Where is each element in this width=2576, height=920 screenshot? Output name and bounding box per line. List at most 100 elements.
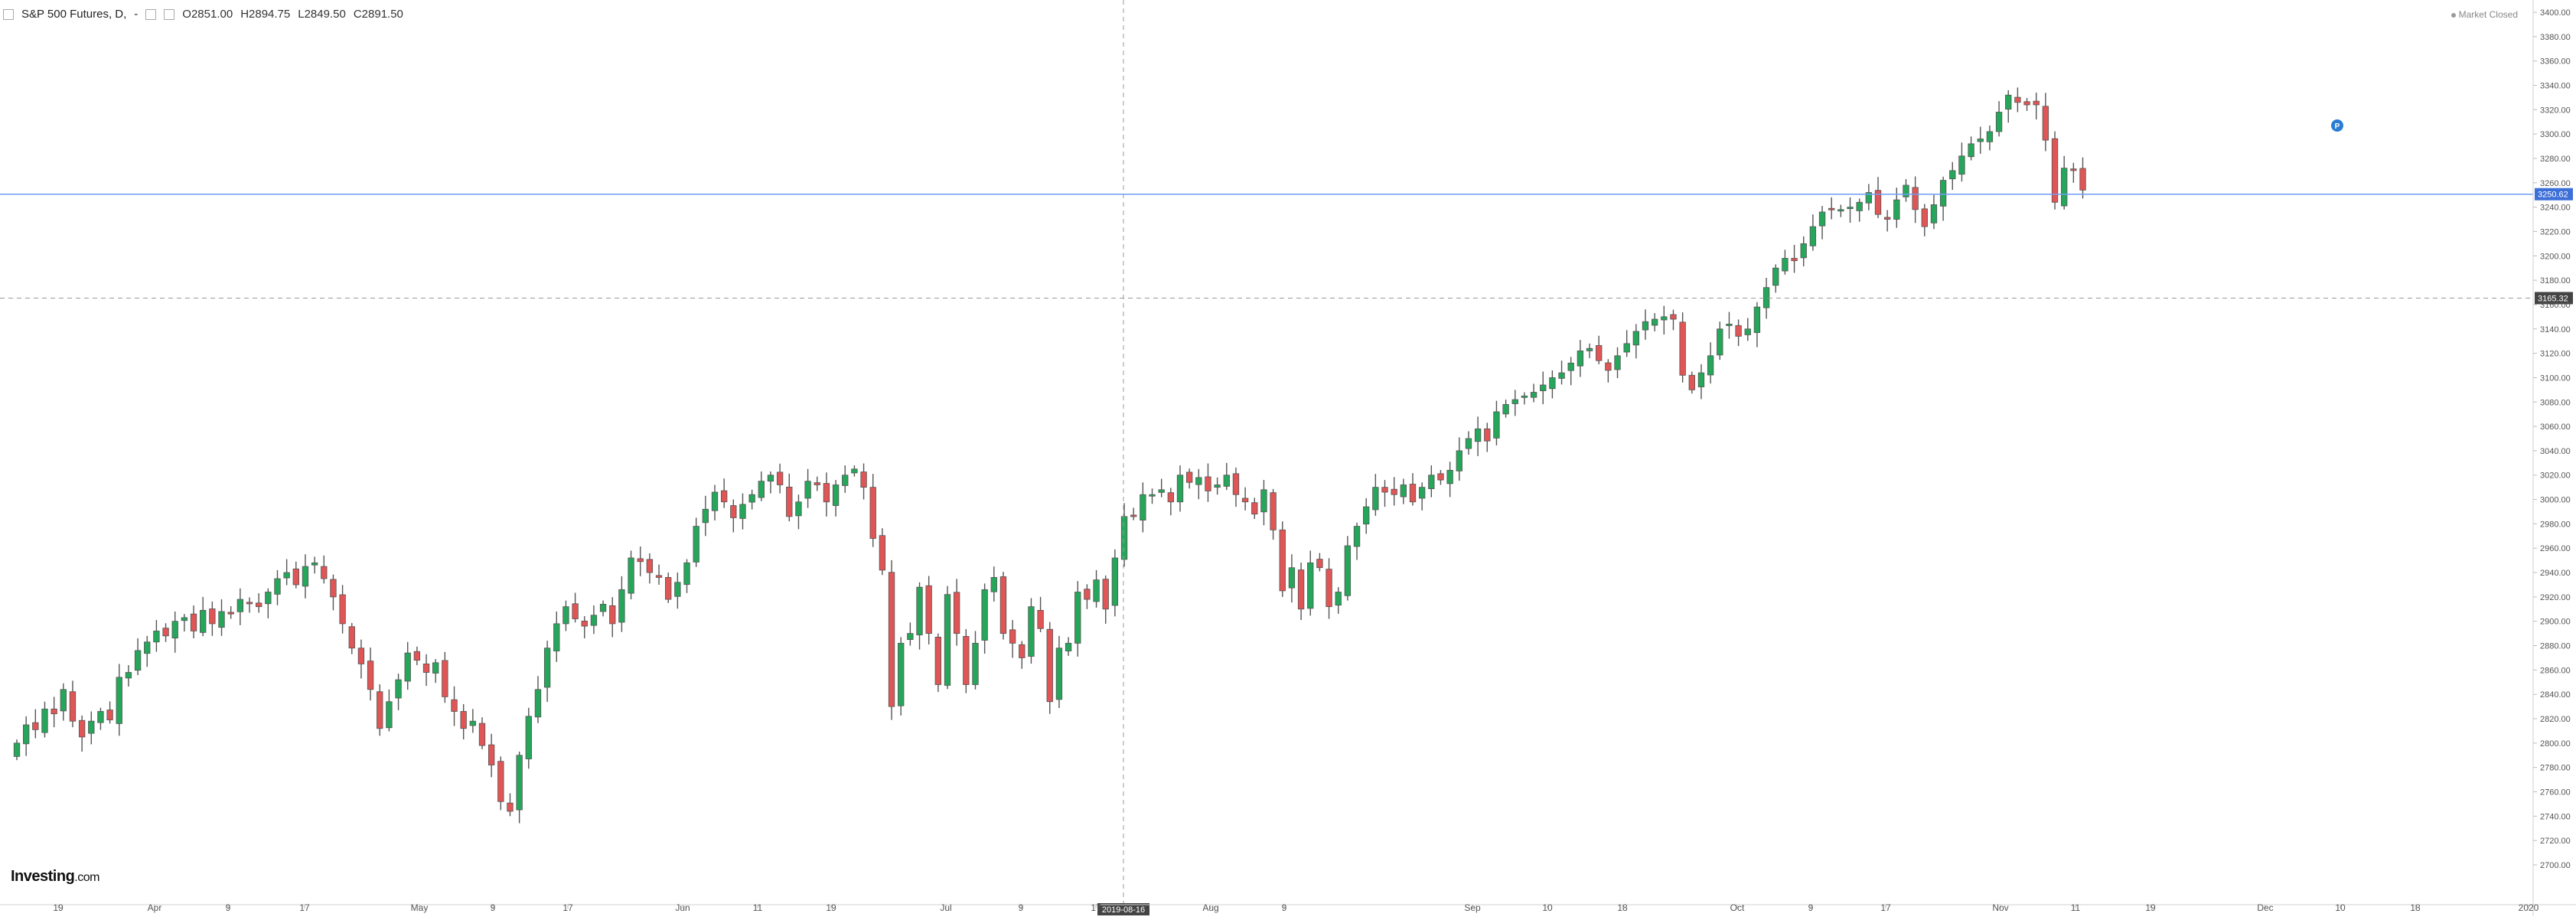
candle[interactable] bbox=[1632, 324, 1640, 359]
candle[interactable] bbox=[1409, 473, 1417, 506]
candle[interactable] bbox=[1270, 488, 1277, 540]
candle[interactable] bbox=[1856, 198, 1863, 222]
candle[interactable] bbox=[2033, 93, 2040, 120]
candle[interactable] bbox=[1167, 488, 1175, 516]
candle[interactable] bbox=[348, 622, 355, 654]
candle[interactable] bbox=[572, 592, 579, 623]
candle[interactable] bbox=[1782, 250, 1789, 275]
candle[interactable] bbox=[944, 586, 951, 690]
candle[interactable] bbox=[646, 553, 654, 584]
candle[interactable] bbox=[888, 560, 895, 720]
candle[interactable] bbox=[469, 709, 477, 733]
candle[interactable] bbox=[1391, 477, 1397, 506]
candle[interactable] bbox=[1930, 194, 1938, 230]
candle[interactable] bbox=[758, 471, 765, 501]
candle[interactable] bbox=[823, 472, 830, 517]
candle[interactable] bbox=[1158, 478, 1165, 498]
candle[interactable] bbox=[1297, 563, 1305, 621]
candle[interactable] bbox=[730, 499, 737, 533]
candle[interactable] bbox=[1232, 467, 1240, 507]
candle[interactable] bbox=[1977, 126, 1984, 154]
candle[interactable] bbox=[1837, 204, 1844, 217]
candle[interactable] bbox=[1623, 330, 1630, 357]
candle[interactable] bbox=[330, 574, 337, 611]
candle[interactable] bbox=[1968, 136, 1974, 161]
candle[interactable] bbox=[562, 600, 569, 631]
candle[interactable] bbox=[171, 611, 178, 653]
candle[interactable] bbox=[814, 476, 820, 491]
candle[interactable] bbox=[599, 600, 607, 617]
candle[interactable] bbox=[1762, 277, 1770, 319]
candle[interactable] bbox=[683, 559, 690, 593]
candle[interactable] bbox=[748, 489, 755, 510]
candle[interactable] bbox=[1074, 581, 1081, 657]
candle[interactable] bbox=[795, 494, 802, 530]
candle[interactable] bbox=[2061, 155, 2068, 210]
candle[interactable] bbox=[487, 733, 495, 778]
candle[interactable] bbox=[1986, 126, 1994, 151]
candle[interactable] bbox=[1744, 318, 1751, 341]
candle[interactable] bbox=[1474, 416, 1482, 456]
candle[interactable] bbox=[404, 641, 411, 690]
candle[interactable] bbox=[125, 665, 132, 687]
candle[interactable] bbox=[711, 484, 719, 520]
candle[interactable] bbox=[786, 473, 793, 522]
candle[interactable] bbox=[534, 676, 542, 723]
candle[interactable] bbox=[22, 716, 30, 756]
candle[interactable] bbox=[51, 697, 57, 728]
candle[interactable] bbox=[525, 707, 532, 769]
candle[interactable] bbox=[218, 599, 225, 636]
candle[interactable] bbox=[2051, 131, 2059, 210]
candle[interactable] bbox=[869, 474, 876, 547]
candle[interactable] bbox=[1019, 641, 1026, 669]
candle[interactable] bbox=[1493, 400, 1500, 445]
candle[interactable] bbox=[1540, 371, 1547, 405]
candle[interactable] bbox=[200, 596, 207, 637]
candle[interactable] bbox=[1130, 507, 1137, 520]
candle[interactable] bbox=[767, 471, 774, 494]
candle[interactable] bbox=[963, 628, 970, 693]
candle[interactable] bbox=[78, 715, 86, 752]
candle[interactable] bbox=[1651, 313, 1658, 331]
candle[interactable] bbox=[1307, 550, 1314, 616]
candle[interactable] bbox=[144, 635, 151, 667]
candle[interactable] bbox=[907, 622, 914, 646]
candle[interactable] bbox=[209, 601, 216, 636]
candle[interactable] bbox=[1418, 482, 1426, 511]
candle[interactable] bbox=[1530, 383, 1537, 403]
candle[interactable] bbox=[1958, 142, 1965, 182]
candle[interactable] bbox=[1549, 370, 1556, 399]
candle[interactable] bbox=[377, 684, 383, 736]
candle[interactable] bbox=[1363, 498, 1370, 534]
candle[interactable] bbox=[1456, 437, 1462, 481]
candle[interactable] bbox=[1995, 101, 2003, 137]
candle[interactable] bbox=[1279, 521, 1286, 597]
candle[interactable] bbox=[1205, 463, 1211, 502]
candle[interactable] bbox=[1883, 210, 1891, 232]
candle[interactable] bbox=[1214, 477, 1221, 495]
candle[interactable] bbox=[311, 556, 318, 574]
candle[interactable] bbox=[88, 711, 95, 745]
candle[interactable] bbox=[1865, 184, 1873, 210]
candle[interactable] bbox=[1176, 465, 1184, 512]
candle[interactable] bbox=[1446, 462, 1453, 498]
candle[interactable] bbox=[283, 559, 290, 586]
candle[interactable] bbox=[1046, 621, 1053, 714]
candle[interactable] bbox=[655, 564, 663, 585]
candle[interactable] bbox=[1102, 575, 1109, 624]
candle[interactable] bbox=[1949, 161, 1956, 191]
candle[interactable] bbox=[618, 576, 625, 632]
candle[interactable] bbox=[478, 717, 486, 749]
candle[interactable] bbox=[1521, 392, 1528, 405]
candle[interactable] bbox=[1753, 302, 1761, 347]
candle[interactable] bbox=[2023, 98, 2030, 111]
candle[interactable] bbox=[32, 709, 39, 739]
candle[interactable] bbox=[292, 561, 299, 589]
candle[interactable] bbox=[1140, 482, 1146, 533]
candle[interactable] bbox=[1707, 342, 1714, 384]
candle[interactable] bbox=[246, 597, 253, 613]
candle[interactable] bbox=[442, 651, 448, 703]
candle[interactable] bbox=[1605, 359, 1612, 383]
candle[interactable] bbox=[2042, 93, 2049, 152]
